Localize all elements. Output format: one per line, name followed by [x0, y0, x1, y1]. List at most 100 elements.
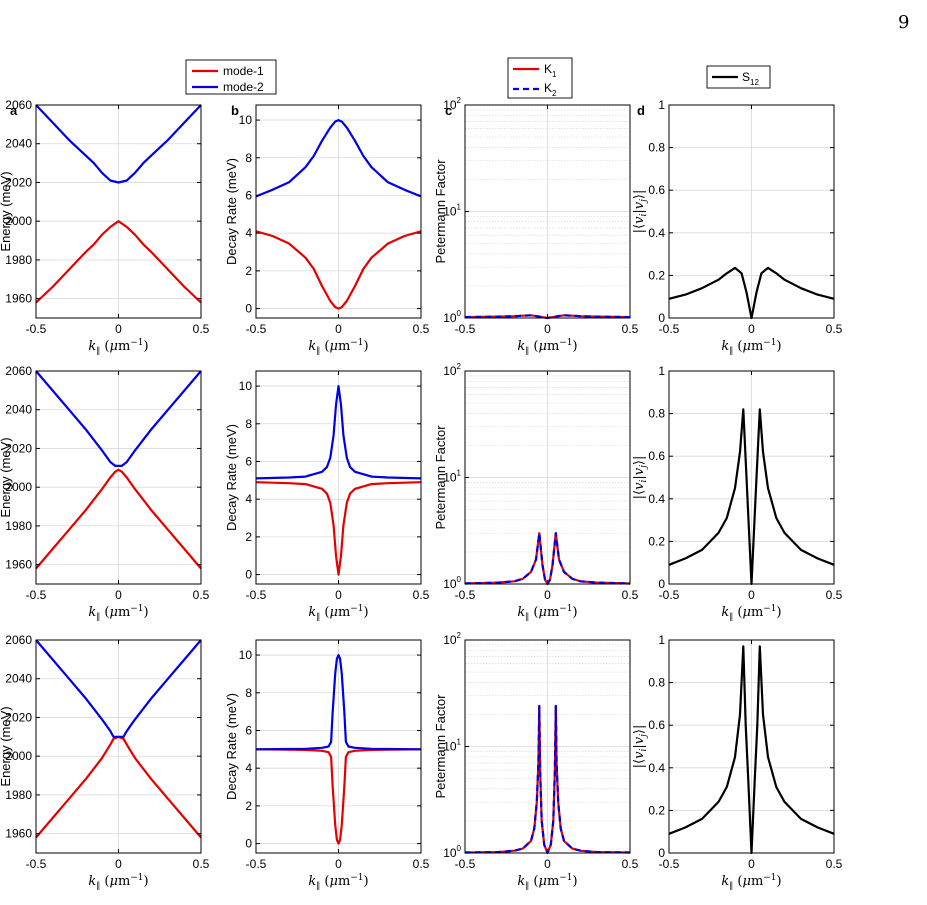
x-axis-label: k‖ (μm−1)	[308, 873, 368, 890]
chart-panel-c-row3: -0.5 0 0.5 100 101 102 k‖ (μm−1) Petermann Fact…	[433, 631, 639, 890]
panel-letter-c: c	[445, 103, 452, 118]
y-tick-label: 0.6	[648, 718, 665, 732]
series-line-mode-2	[35, 370, 202, 467]
x-tick-label: 0	[335, 588, 342, 602]
y-tick-label: 0.6	[648, 183, 665, 197]
y-tick-label: 0.2	[648, 268, 665, 282]
x-tick-label: 0	[748, 857, 755, 871]
legend-label-k1: K1	[544, 62, 557, 79]
y-tick-label: 10	[239, 113, 253, 127]
y-tick-label: 0.2	[648, 534, 665, 548]
y-tick-label: 2040	[5, 672, 32, 686]
x-tick-label: 0.5	[193, 857, 210, 871]
y-tick-label: 2	[245, 264, 252, 278]
x-axis-label: k‖ (μm−1)	[308, 338, 368, 355]
legend-label-mode-1: mode-1	[223, 64, 264, 78]
y-tick-label: 1960	[5, 827, 32, 841]
x-tick-label: -0.5	[246, 588, 267, 602]
y-tick-label: 0	[245, 837, 252, 851]
x-axis-label: k‖ (μm−1)	[88, 604, 148, 621]
y-tick-label: 0	[658, 311, 665, 325]
x-tick-label: 0	[115, 588, 122, 602]
x-tick-label: -0.5	[26, 588, 47, 602]
x-tick-label: 0	[115, 857, 122, 871]
series-line-mode-2	[255, 118, 422, 198]
y-tick-label: 2000	[5, 480, 32, 494]
y-tick-label: 1	[658, 364, 665, 378]
y-tick-label: 1	[658, 633, 665, 647]
y-tick-label: 102	[443, 362, 461, 378]
x-tick-label: -0.5	[659, 588, 680, 602]
y-tick-label: 2000	[5, 214, 32, 228]
y-tick-label: 1980	[5, 253, 32, 267]
chart-panel-b-row3: -0.5 0 0.5 0 2 4 6 8 10 k‖ (μm−1) Decay Rate (meV)	[224, 639, 430, 890]
x-tick-label: 0.5	[622, 588, 639, 602]
y-axis-label: Decay Rate (meV)	[224, 693, 239, 800]
x-tick-label: 0	[748, 588, 755, 602]
y-tick-label: 0.8	[648, 676, 665, 690]
y-tick-label: 0.4	[648, 226, 665, 240]
legend-label-k2: K2	[544, 81, 557, 98]
x-axis-label: k‖ (μm−1)	[88, 338, 148, 355]
x-tick-label: -0.5	[246, 857, 267, 871]
series-line-mode-2	[255, 653, 422, 751]
chart-panel-b-row2: -0.5 0 0.5 0 2 4 6 8 10 k‖ (μm−1) Decay Rate (meV)	[224, 370, 430, 621]
y-tick-label: 102	[443, 96, 461, 112]
y-tick-label: 2060	[5, 98, 32, 112]
chart-panel-d-row1: -0.5 0 0.500.20.40.60.81k‖ (μm−1)|⟨vi|vj⟩|…	[632, 98, 843, 355]
y-tick-label: 1980	[5, 788, 32, 802]
y-tick-label: 8	[245, 417, 252, 431]
y-tick-label: 0.6	[648, 449, 665, 463]
y-tick-label: 1960	[5, 292, 32, 306]
x-axis-label: k‖ (μm−1)	[88, 873, 148, 890]
x-tick-label: -0.5	[26, 857, 47, 871]
y-axis-label: Energy (meV)	[0, 437, 13, 517]
y-tick-label: 0	[245, 568, 252, 582]
y-tick-label: 2020	[5, 175, 32, 189]
x-tick-label: 0.5	[193, 588, 210, 602]
series-line-mode-2	[35, 104, 202, 184]
y-tick-label: 100	[443, 309, 461, 325]
x-tick-label: 0	[544, 588, 551, 602]
x-tick-label: 0.5	[413, 857, 430, 871]
y-tick-label: 8	[245, 151, 252, 165]
panel-letter-b: b	[231, 103, 239, 118]
series-line-mode-1	[255, 748, 422, 845]
y-tick-label: 0.2	[648, 803, 665, 817]
y-axis-label: Energy (meV)	[0, 706, 13, 786]
chart-panel-d-row3: -0.5 0 0.500.20.40.60.81k‖ (μm−1)|⟨vi|vj⟩|	[632, 633, 843, 890]
page-number: 9	[898, 12, 910, 33]
y-axis-label: Decay Rate (meV)	[224, 158, 239, 265]
y-tick-label: 101	[443, 469, 461, 485]
legend-label-s12: S12	[742, 70, 759, 87]
panel-letter-d: d	[637, 103, 645, 118]
x-tick-label: 0	[748, 322, 755, 336]
y-tick-label: 2020	[5, 710, 32, 724]
x-tick-label: 0.5	[826, 322, 843, 336]
x-tick-label: -0.5	[455, 857, 476, 871]
y-tick-label: 0.4	[648, 761, 665, 775]
x-tick-label: 0.5	[413, 588, 430, 602]
x-axis-label: k‖ (μm−1)	[721, 873, 781, 890]
y-tick-label: 0	[245, 302, 252, 316]
series-line-mode-1	[35, 220, 202, 304]
y-tick-label: 1	[658, 98, 665, 112]
y-tick-label: 8	[245, 686, 252, 700]
series-line-mode-1	[255, 230, 422, 310]
chart-panel-a-row1: -0.5 0 0.5 1960 1980 2000 2020 2040 2060 k‖ (μm−1…	[0, 98, 210, 355]
y-axis-label: |⟨vi|vj⟩|	[632, 190, 649, 234]
y-tick-label: 2	[245, 530, 252, 544]
x-axis-label: k‖ (μm−1)	[517, 873, 577, 890]
x-tick-label: 0	[335, 322, 342, 336]
y-tick-label: 10	[239, 379, 253, 393]
y-axis-label: |⟨vi|vj⟩|	[632, 725, 649, 769]
x-tick-label: 0	[544, 322, 551, 336]
legend-label-mode-2: mode-2	[223, 80, 264, 94]
x-tick-label: 0.5	[622, 857, 639, 871]
x-tick-label: 0	[335, 857, 342, 871]
legend-s12	[706, 65, 771, 89]
y-tick-label: 102	[443, 631, 461, 647]
x-tick-label: -0.5	[455, 588, 476, 602]
y-tick-label: 4	[245, 492, 252, 506]
y-tick-label: 2040	[5, 137, 32, 151]
